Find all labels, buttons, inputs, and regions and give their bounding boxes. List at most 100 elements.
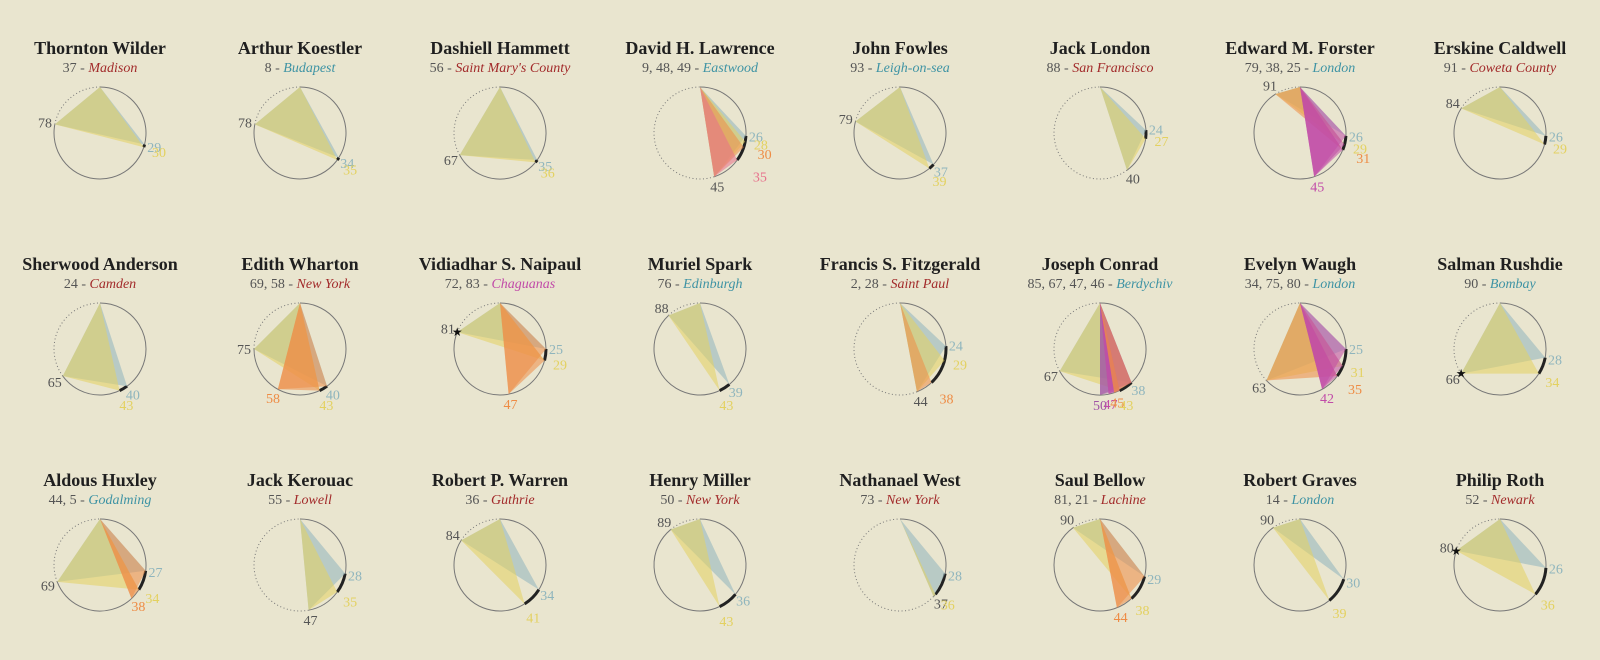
vertex-age-label: 90: [1260, 514, 1274, 529]
author-wheel: Dashiell Hammett 56 - Saint Mary's County…: [400, 0, 600, 210]
author-name: Nathanael West: [839, 470, 961, 490]
circle-solid-arc: [53, 86, 147, 180]
separator: -: [1300, 277, 1313, 292]
birth-city: San Francisco: [1072, 61, 1154, 76]
birth-numbers: 72, 83: [444, 277, 480, 292]
circle-dotted-arc: [1460, 86, 1501, 109]
vertex-age-label: 45: [1310, 180, 1324, 195]
author-name: Edith Wharton: [241, 254, 359, 274]
separator: -: [1479, 493, 1492, 508]
birth-numbers: 55: [268, 493, 283, 508]
publication-triangle: [1461, 87, 1545, 145]
circle-solid-arc: [1059, 302, 1147, 396]
vertex-age-label: 75: [237, 343, 251, 358]
author-subtitle: 72, 83 - Chaguanas: [400, 277, 600, 293]
vertex-age-label: 63: [1252, 381, 1266, 396]
separator: -: [1104, 277, 1117, 292]
birth-numbers: 44, 5: [48, 493, 77, 508]
author-subtitle: 44, 5 - Godalming: [0, 493, 200, 509]
birth-city: London: [1312, 61, 1356, 76]
base-age-label: 39: [729, 386, 743, 401]
author-name: Sherwood Anderson: [22, 254, 178, 274]
author-name: Robert P. Warren: [431, 470, 569, 490]
birth-numbers: 69, 58: [249, 277, 285, 292]
author-name: Salman Rushdie: [1437, 254, 1563, 274]
author-subtitle: 85, 67, 47, 46 - Berdychiv: [1000, 277, 1200, 293]
circle-dotted-arc: [1275, 86, 1301, 95]
separator: -: [1457, 61, 1470, 76]
separator: -: [878, 277, 891, 292]
author-name: John Fowles: [852, 38, 948, 58]
circle-solid-arc: [1453, 518, 1547, 612]
base-age-label: 36: [736, 595, 750, 610]
author-name: Aldous Huxley: [43, 470, 157, 490]
wheel-svg: 90 30 39: [1253, 514, 1360, 622]
birth-numbers: 50: [660, 493, 675, 508]
base-age-label: 36: [541, 167, 555, 182]
birth-city: Eastwood: [702, 61, 758, 76]
birth-city: Saint Mary's County: [455, 61, 571, 76]
base-age-label: 24: [949, 339, 963, 354]
circle-dotted-arc: [1455, 518, 1501, 551]
vertex-age-label: 45: [710, 180, 724, 195]
career-arc: [1543, 135, 1548, 145]
author-wheel: Evelyn Waugh 34, 75, 80 - London 63 42 25 31 3…: [1200, 216, 1400, 426]
circle-solid-arc: [853, 86, 947, 180]
career-arc: [735, 135, 748, 161]
circle-dotted-arc: [668, 302, 701, 316]
birth-numbers: 24: [63, 277, 78, 292]
author-subtitle: 56 - Saint Mary's County: [400, 61, 600, 77]
wheel-svg: 66 28 34 ★: [1446, 302, 1562, 396]
base-age-label: 26: [1549, 563, 1563, 578]
birth-city: Guthrie: [491, 493, 535, 508]
vertex-age-label: 45: [1110, 396, 1124, 411]
author-subtitle: 55 - Lowell: [200, 493, 400, 509]
author-subtitle: 93 - Leigh-on-sea: [800, 61, 1000, 77]
separator: -: [1060, 61, 1073, 76]
star-icon: ★: [1451, 544, 1462, 558]
separator: -: [671, 277, 684, 292]
birth-numbers: 9, 48, 49: [642, 61, 692, 76]
author-wheel: Edith Wharton 69, 58 - New York 75 58 40 43: [200, 216, 400, 426]
publication-triangle: [1100, 303, 1132, 393]
separator: -: [479, 493, 492, 508]
author-subtitle: 90 - Bombay: [1400, 277, 1600, 293]
author-subtitle: 88 - San Francisco: [1000, 61, 1200, 77]
author-wheel: Sherwood Anderson 24 - Camden 65 40 43: [0, 216, 200, 426]
publication-triangle: [100, 519, 139, 599]
base-age-label: 31: [1356, 152, 1370, 167]
star-icon: ★: [1456, 367, 1467, 381]
author-subtitle: 73 - New York: [800, 493, 1000, 509]
author-subtitle: 69, 58 - New York: [200, 277, 400, 293]
publication-triangle: [670, 519, 720, 607]
circle-solid-arc: [453, 518, 547, 612]
author-subtitle: 52 - Newark: [1400, 493, 1600, 509]
career-arc: [928, 163, 935, 170]
author-subtitle: 24 - Camden: [0, 277, 200, 293]
circle-dotted-arc: [1072, 518, 1101, 529]
base-age-label: 43: [719, 615, 733, 630]
base-age-label: 26: [1349, 131, 1363, 146]
vertex-age-label: 84: [1446, 97, 1460, 112]
author-wheel: Edward M. Forster 79, 38, 25 - London 91 45…: [1200, 0, 1400, 210]
circle-dotted-arc: [53, 518, 101, 583]
publication-triangle: [1100, 519, 1145, 608]
author-name: Francis S. Fitzgerald: [819, 254, 981, 274]
publication-triangle: [1461, 303, 1539, 374]
birth-numbers: 76: [657, 277, 672, 292]
publication-triangle: [54, 87, 144, 148]
base-age-label: 35: [343, 163, 357, 178]
wheel-svg: 63 42 25 31 35: [1252, 302, 1365, 407]
author-wheel: Robert Graves 14 - London 90 30 39: [1200, 432, 1400, 642]
publication-triangle: [900, 519, 936, 597]
career-arc: [718, 383, 731, 392]
career-arc: [534, 159, 539, 164]
base-age-label: 34: [340, 157, 354, 172]
base-age-label: 26: [749, 131, 763, 146]
